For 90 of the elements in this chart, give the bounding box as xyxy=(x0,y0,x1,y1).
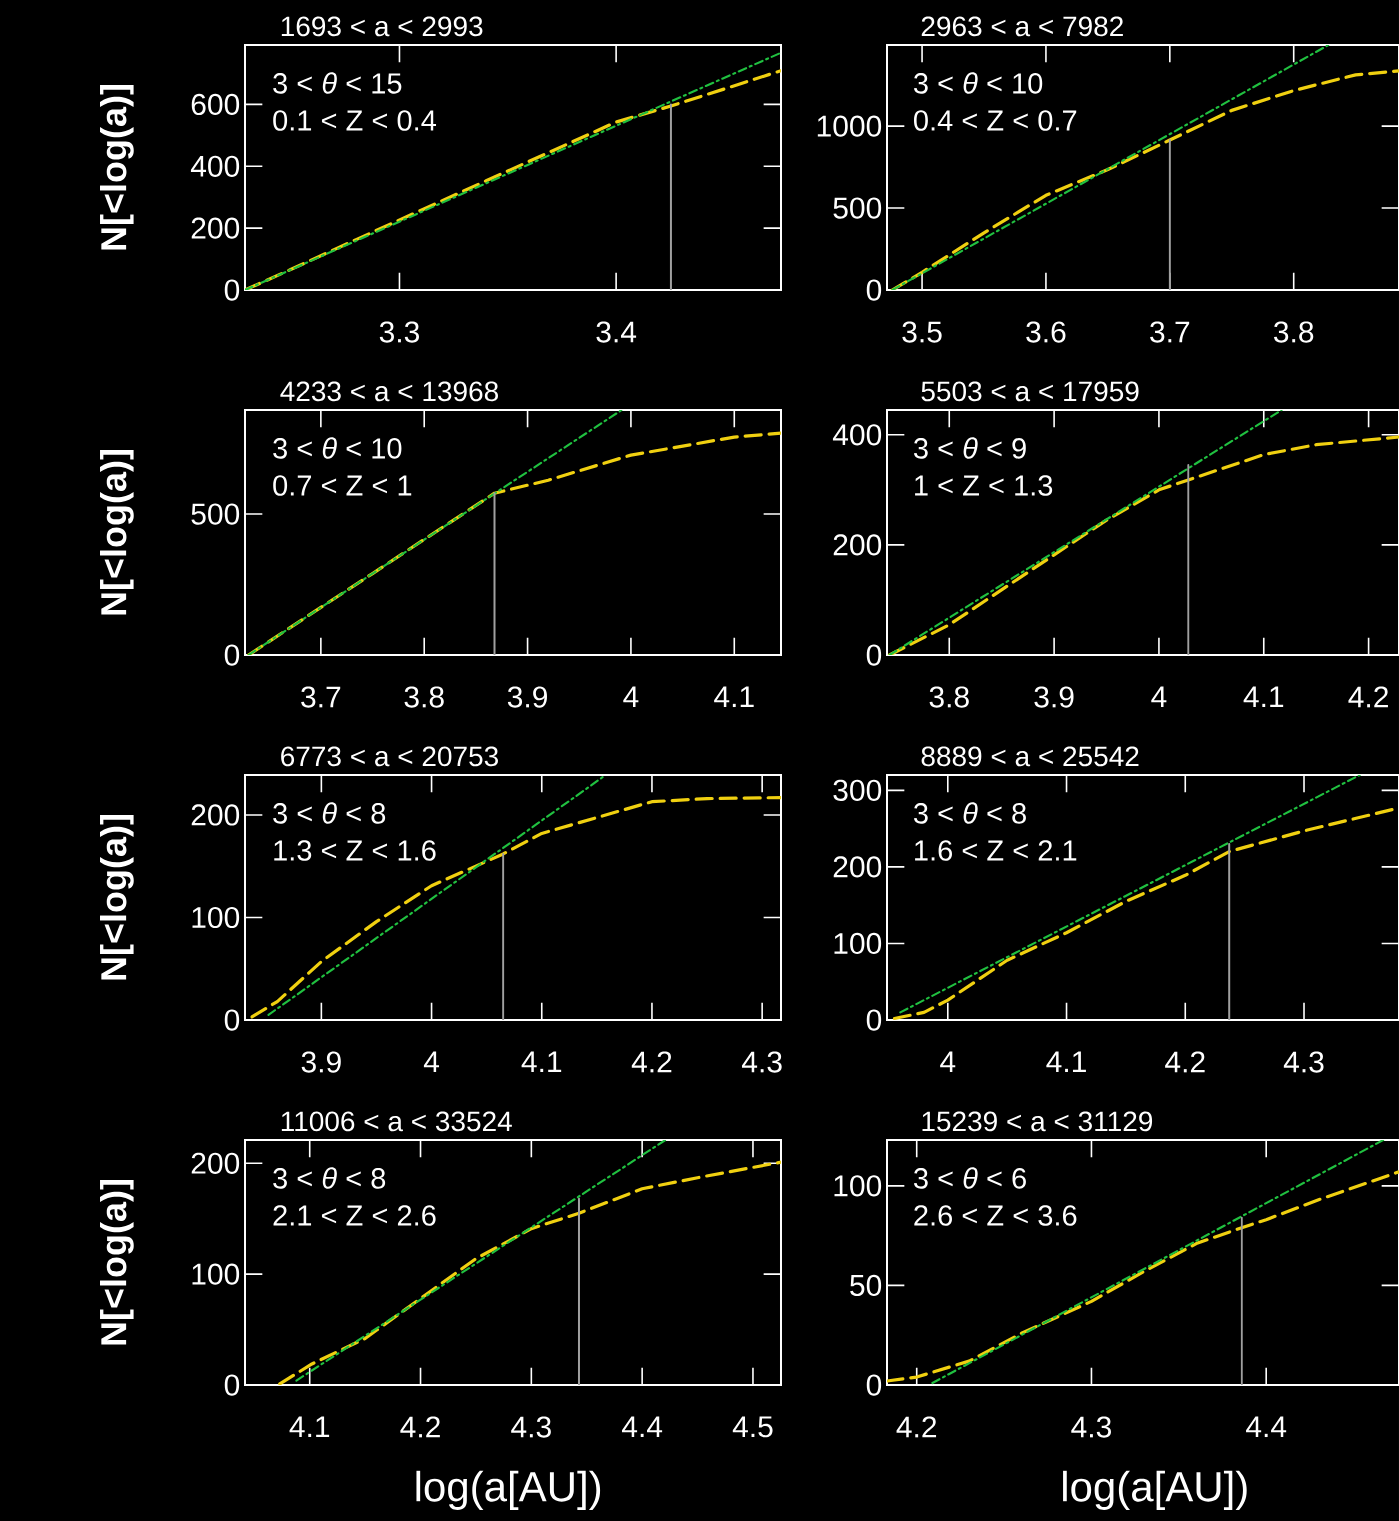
annotation: 3 < θ < 8 xyxy=(273,1167,386,1189)
y-tick-label: 0 xyxy=(224,1374,240,1396)
annotation: 0.4 < Z < 0.7 xyxy=(914,110,1077,131)
annotation: 3 < θ < 8 xyxy=(273,802,386,824)
annotation: 0.7 < Z < 1 xyxy=(273,475,412,496)
x-tick-label: 3.6 xyxy=(1026,321,1066,343)
x-tick-label: 4.3 xyxy=(1071,1416,1111,1438)
y-tick-label: 400 xyxy=(832,424,882,446)
x-tick-label: 4.1 xyxy=(289,1416,330,1438)
y-axis-title: N[<log(a)] xyxy=(100,85,134,250)
y-tick-label: 0 xyxy=(224,1009,240,1031)
chart-title: 2963 < a < 7982 xyxy=(921,16,1123,37)
y-tick-label: 100 xyxy=(192,906,240,929)
y-tick-label: 0 xyxy=(866,279,882,301)
annotation: 1.6 < Z < 2.1 xyxy=(915,840,1077,861)
y-tick-label: 400 xyxy=(190,155,240,177)
y-tick-label: 0 xyxy=(866,1374,882,1396)
y-tick-label: 200 xyxy=(191,217,240,239)
annotation: 3 < θ < 15 xyxy=(273,72,402,94)
annotation: 3 < θ < 10 xyxy=(913,72,1043,94)
x-tick-label: 4.3 xyxy=(741,1051,782,1073)
x-tick-label: 4.3 xyxy=(511,1416,551,1438)
x-tick-label: 3.8 xyxy=(1274,321,1314,343)
y-tick-label: 200 xyxy=(191,804,240,826)
chart-title: 6773 < a < 20753 xyxy=(281,746,498,767)
chart-title: 1693 < a < 2993 xyxy=(281,16,483,37)
x-tick-label: 4.1 xyxy=(714,686,754,708)
x-tick-label: 4.1 xyxy=(1243,686,1284,708)
y-tick-label: 200 xyxy=(191,1152,240,1174)
y-tick-label: 0 xyxy=(224,279,240,301)
annotation: 3 < θ < 8 xyxy=(913,802,1026,824)
chart-title: 8889 < a < 25542 xyxy=(921,746,1139,767)
x-tick-label: 4.1 xyxy=(521,1051,562,1073)
x-tick-label: 4 xyxy=(1151,686,1167,708)
y-axis-title: N[<log(a)] xyxy=(100,1180,134,1345)
y-axis-title: N[<log(a)] xyxy=(100,815,134,980)
x-tick-label: 3.9 xyxy=(301,1051,341,1073)
y-tick-label: 0 xyxy=(224,644,240,666)
x-tick-label: 4.2 xyxy=(1348,686,1388,708)
annotation: 1.3 < Z < 1.6 xyxy=(274,840,436,861)
y-axis-title: N[<log(a)] xyxy=(100,450,134,615)
x-tick-label: 3.3 xyxy=(379,321,420,343)
x-tick-label: 4.2 xyxy=(896,1416,937,1438)
x-tick-label: 3.9 xyxy=(507,686,547,708)
y-tick-label: 200 xyxy=(833,856,882,878)
y-tick-label: 0 xyxy=(866,1009,882,1031)
chart-title: 11006 < a < 33524 xyxy=(281,1111,512,1132)
annotation: 3 < θ < 9 xyxy=(913,437,1026,459)
x-tick-label: 3.7 xyxy=(301,686,341,708)
x-tick-label: 4.2 xyxy=(631,1051,672,1073)
x-tick-label: 4 xyxy=(423,1051,440,1073)
x-tick-label: 4.2 xyxy=(1165,1051,1205,1073)
chart-title: 4233 < a < 13968 xyxy=(280,381,498,402)
y-tick-label: 100 xyxy=(834,932,882,955)
annotation: 3 < θ < 6 xyxy=(913,1167,1026,1189)
line-series xyxy=(250,795,781,1019)
annotation: 2.1 < Z < 2.6 xyxy=(273,1205,436,1226)
x-tick-label: 4.1 xyxy=(1046,1051,1086,1073)
x-tick-label: 4.4 xyxy=(1246,1416,1287,1438)
x-tick-label: 4 xyxy=(623,686,639,708)
x-axis-title: log(a[AU]) xyxy=(1063,1470,1247,1510)
x-tick-label: 3.8 xyxy=(929,686,969,708)
x-tick-label: 3.4 xyxy=(596,321,637,343)
chart-title: 5503 < a < 17959 xyxy=(921,381,1139,402)
y-tick-label: 100 xyxy=(834,1175,882,1197)
annotation: 0.1 < Z < 0.4 xyxy=(273,110,437,131)
y-tick-label: 300 xyxy=(833,779,882,801)
x-tick-label: 3.7 xyxy=(1150,321,1190,343)
y-tick-label: 1000 xyxy=(817,115,882,137)
x-tick-label: 4.4 xyxy=(621,1416,663,1438)
x-tick-label: 3.8 xyxy=(404,686,444,708)
y-tick-label: 100 xyxy=(192,1263,240,1285)
line-series xyxy=(890,69,1399,291)
chart-title: 15239 < a < 31129 xyxy=(922,1111,1153,1132)
annotation: 1 < Z < 1.3 xyxy=(915,475,1053,496)
x-tick-label: 4 xyxy=(940,1051,956,1073)
y-tick-label: 0 xyxy=(866,644,882,666)
x-tick-label: 4.5 xyxy=(732,1416,773,1438)
x-axis-title: log(a[AU]) xyxy=(416,1470,601,1510)
y-tick-label: 200 xyxy=(833,534,882,556)
y-tick-label: 600 xyxy=(191,93,240,116)
annotation: 2.6 < Z < 3.6 xyxy=(914,1205,1077,1226)
y-tick-label: 50 xyxy=(850,1274,882,1297)
x-tick-label: 4.3 xyxy=(1283,1051,1324,1073)
annotation: 3 < θ < 10 xyxy=(273,437,402,459)
y-tick-label: 500 xyxy=(191,503,240,525)
x-tick-label: 4.2 xyxy=(400,1416,440,1438)
x-tick-label: 3.9 xyxy=(1034,686,1074,708)
y-tick-label: 500 xyxy=(833,197,882,219)
x-tick-label: 3.5 xyxy=(902,321,942,343)
